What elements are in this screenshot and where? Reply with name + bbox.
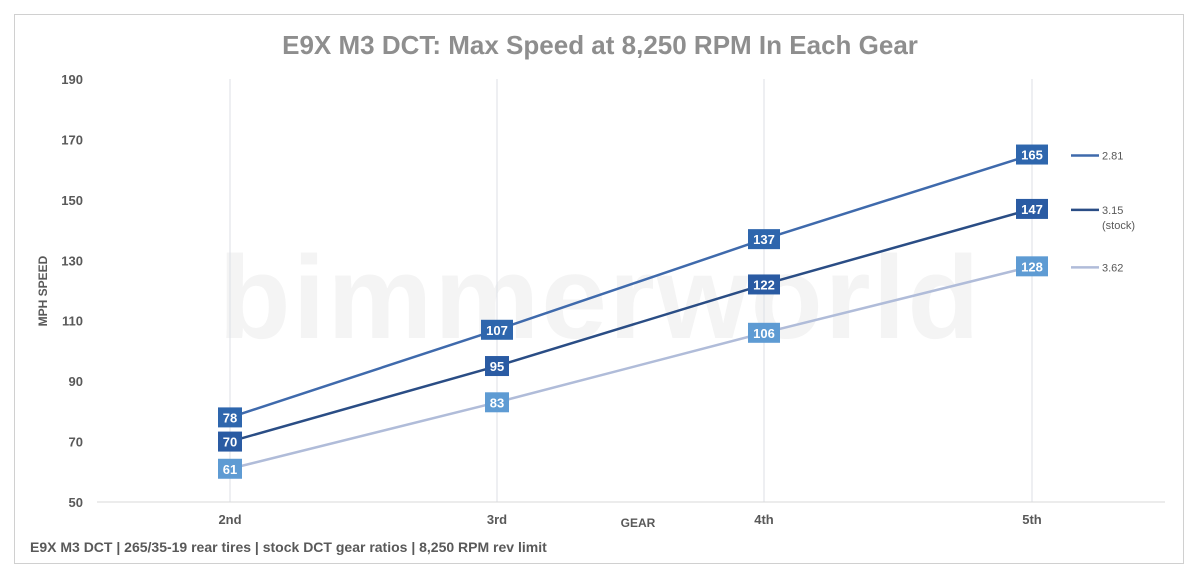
series-line-2 [229, 265, 1033, 470]
data-label-box [481, 319, 513, 340]
series-lines [229, 153, 1033, 470]
data-label: 107 [481, 319, 513, 340]
y-tick-label: 50 [69, 495, 83, 510]
data-label-text: 78 [223, 410, 237, 425]
x-tick-label: 3rd [487, 512, 507, 527]
data-label-text: 107 [486, 323, 508, 338]
y-axis-title: MPH SPEED [36, 255, 50, 326]
data-label-text: 165 [1021, 148, 1043, 163]
legend-item-2: 3.62 [1071, 262, 1123, 274]
chart-title: E9X M3 DCT: Max Speed at 8,250 RPM In Ea… [282, 30, 918, 60]
y-tick-label: 90 [69, 374, 83, 389]
series-line-1 [229, 207, 1033, 443]
data-label-box [485, 392, 509, 413]
y-tick-label: 190 [61, 72, 83, 87]
legend-label: 2.81 [1102, 151, 1123, 163]
chart-frame [14, 14, 1184, 564]
watermark-text: bimmerworld [219, 232, 982, 364]
x-tick-label: 2nd [218, 512, 241, 527]
data-label-text: 61 [223, 462, 237, 477]
data-label-box [1016, 144, 1048, 165]
data-label: 128 [1016, 256, 1048, 277]
data-label-box [218, 431, 242, 452]
x-tick-label: 4th [754, 512, 774, 527]
y-tick-label: 70 [69, 435, 83, 450]
y-tick-label: 130 [61, 253, 83, 268]
data-label: 70 [218, 431, 242, 452]
data-label-box [218, 407, 242, 428]
data-label-box [748, 274, 780, 295]
data-label: 61 [218, 458, 242, 479]
legend-label-note: (stock) [1102, 220, 1135, 232]
x-axis-ticks: 2nd 3rd 4th 5th [218, 512, 1041, 527]
data-label-text: 70 [223, 435, 237, 450]
data-label-text: 106 [753, 326, 775, 341]
x-axis-title: GEAR [621, 516, 656, 530]
data-label-box [218, 458, 242, 479]
y-tick-label: 150 [61, 193, 83, 208]
data-label: 78 [218, 407, 242, 428]
data-label: 95 [485, 356, 509, 377]
data-label: 83 [485, 392, 509, 413]
data-label: 165 [1016, 144, 1048, 165]
data-label-box [748, 322, 780, 343]
legend-label: 3.15 [1102, 205, 1123, 217]
data-label-box [748, 229, 780, 250]
data-label-box [1016, 256, 1048, 277]
series-data-labels: 78 107 137 165 70 95 122 147 61 83 106 128 [218, 144, 1048, 479]
series-layer: 78 107 137 165 70 95 122 147 61 83 106 128 [218, 144, 1048, 479]
y-tick-label: 170 [61, 132, 83, 147]
data-label-box [1016, 198, 1048, 219]
data-label-box [485, 356, 509, 377]
series-line-0 [229, 153, 1033, 419]
data-label-text: 122 [753, 277, 775, 292]
data-label-text: 128 [1021, 259, 1043, 274]
data-label-text: 83 [490, 395, 504, 410]
data-label-text: 95 [490, 359, 504, 374]
legend: 2.81 3.15 (stock) 3.62 [1071, 151, 1135, 274]
y-axis-ticks: 50 70 90 110 130 150 170 190 [61, 72, 83, 510]
legend-label: 3.62 [1102, 262, 1123, 274]
data-label: 137 [748, 229, 780, 250]
data-label-text: 137 [753, 232, 775, 247]
data-label: 122 [748, 274, 780, 295]
data-label-text: 147 [1021, 202, 1043, 217]
data-label: 106 [748, 322, 780, 343]
x-tick-label: 5th [1022, 512, 1042, 527]
data-label: 147 [1016, 198, 1048, 219]
legend-item-1: 3.15 (stock) [1071, 205, 1135, 232]
legend-item-0: 2.81 [1071, 151, 1123, 163]
chart-footnote: E9X M3 DCT | 265/35-19 rear tires | stoc… [30, 539, 547, 555]
y-tick-label: 110 [62, 314, 83, 329]
